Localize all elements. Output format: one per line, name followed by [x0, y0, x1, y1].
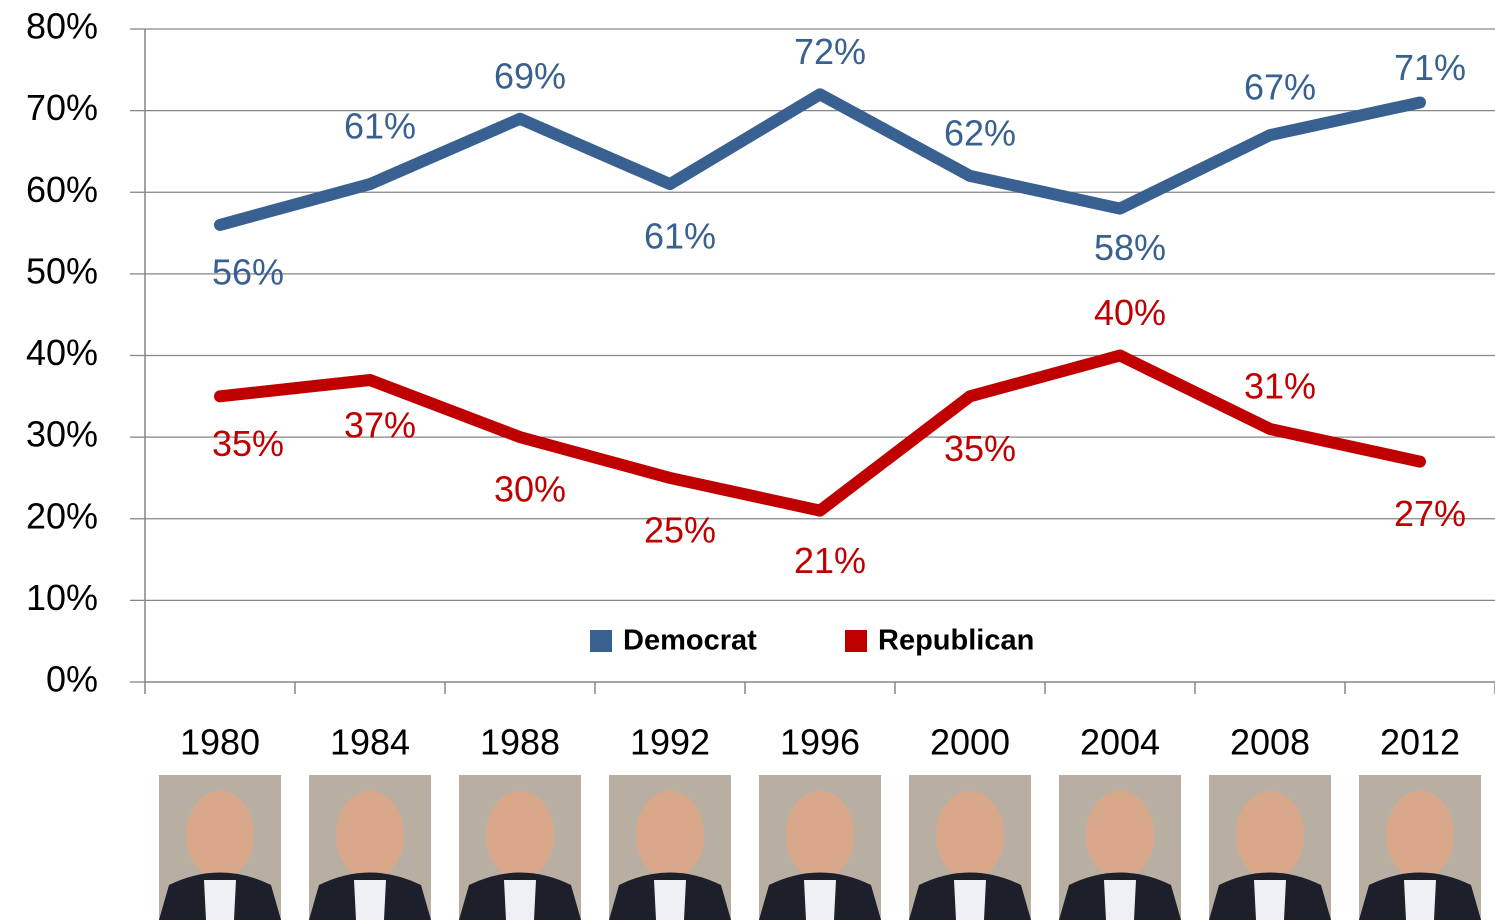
x-tick-label: 2012	[1380, 722, 1460, 763]
portrait-shirt	[804, 880, 836, 920]
portrait-face	[336, 791, 404, 879]
data-label: 67%	[1244, 67, 1316, 108]
portrait-face	[936, 791, 1004, 879]
portrait-shirt	[1104, 880, 1136, 920]
data-label: 37%	[344, 405, 416, 446]
portrait-shirt	[204, 880, 236, 920]
series-line	[214, 88, 1426, 231]
portrait-face	[636, 791, 704, 879]
series-line	[214, 349, 1426, 517]
portrait-shirt	[1254, 880, 1286, 920]
y-tick-label: 0%	[46, 659, 98, 700]
data-label: 72%	[794, 31, 866, 72]
data-label: 56%	[212, 251, 284, 292]
data-label: 58%	[1094, 227, 1166, 268]
x-tick-label: 1996	[780, 722, 860, 763]
data-label: 25%	[644, 509, 716, 550]
data-label: 69%	[494, 55, 566, 96]
data-label: 35%	[944, 428, 1016, 469]
portrait-shirt	[1404, 880, 1436, 920]
y-tick-label: 20%	[26, 495, 98, 536]
portrait-shirt	[654, 880, 686, 920]
data-label: 61%	[644, 216, 716, 257]
portrait-shirt	[354, 880, 386, 920]
portrait-face	[186, 791, 254, 879]
data-label: 40%	[1094, 292, 1166, 333]
portraits	[159, 775, 1481, 920]
portrait-face	[1236, 791, 1304, 879]
portrait-face	[786, 791, 854, 879]
y-tick-label: 50%	[26, 250, 98, 291]
x-tick-label: 2008	[1230, 722, 1310, 763]
y-tick-label: 70%	[26, 87, 98, 128]
portrait-face	[1086, 791, 1154, 879]
portrait-face	[486, 791, 554, 879]
legend-label: Democrat	[623, 625, 757, 657]
portrait-shirt	[504, 880, 536, 920]
y-tick-label: 30%	[26, 414, 98, 455]
legend-swatch	[590, 630, 612, 652]
x-tick-label: 1984	[330, 722, 410, 763]
data-label: 61%	[344, 106, 416, 147]
x-tick-label: 1980	[180, 722, 260, 763]
data-label: 71%	[1394, 47, 1466, 88]
portrait-face	[1386, 791, 1454, 879]
y-tick-label: 40%	[26, 332, 98, 373]
legend-swatch	[845, 630, 867, 652]
data-label: 31%	[1244, 365, 1316, 406]
y-tick-label: 80%	[26, 6, 98, 47]
x-tick-label: 1992	[630, 722, 710, 763]
x-tick-label: 2000	[930, 722, 1010, 763]
x-tick-label: 2004	[1080, 722, 1160, 763]
y-tick-label: 60%	[26, 169, 98, 210]
portrait-shirt	[954, 880, 986, 920]
data-label: 27%	[1394, 493, 1466, 534]
data-label: 21%	[794, 540, 866, 581]
data-label: 62%	[944, 112, 1016, 153]
data-label: 35%	[212, 423, 284, 464]
y-tick-label: 10%	[26, 577, 98, 618]
legend-label: Republican	[878, 625, 1034, 657]
x-tick-label: 1988	[480, 722, 560, 763]
data-label: 30%	[494, 469, 566, 510]
